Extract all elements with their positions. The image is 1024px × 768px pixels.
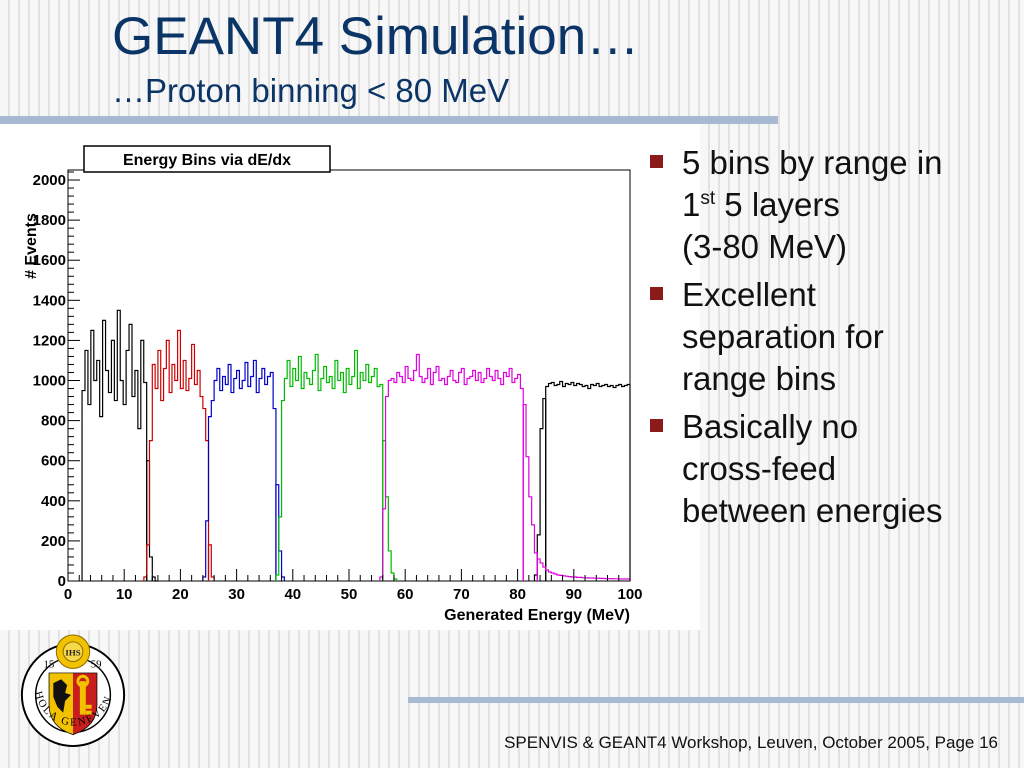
- svg-text:15: 15: [44, 658, 55, 670]
- slide-footer: SPENVIS & GEANT4 Workshop, Leuven, Octob…: [504, 733, 998, 752]
- histogram-step-line: [151, 576, 158, 582]
- histogram-step-line: [536, 558, 631, 581]
- histogram-series: [275, 349, 398, 581]
- bullet-item: Excellent separation for range bins: [642, 274, 1012, 400]
- y-tick-label: 1800: [33, 212, 66, 229]
- bullet-text: cross-feed: [682, 450, 837, 487]
- histogram-step-line: [522, 403, 538, 581]
- x-tick-label: 40: [284, 586, 301, 603]
- x-tick-label: 70: [453, 586, 470, 603]
- x-axis-label: Generated Energy (MeV): [444, 607, 630, 624]
- bullet-list: 5 bins by range in 1st 5 layers (3-80 MeV)…: [642, 142, 1012, 538]
- histogram-step-line: [275, 349, 384, 581]
- x-tick-label: 90: [565, 586, 582, 603]
- y-tick-label: 200: [41, 533, 66, 550]
- bullet-item: Basically no cross-feed between energies: [642, 406, 1012, 532]
- sun-icon: IHS: [55, 634, 91, 669]
- histogram-step-line: [81, 309, 148, 581]
- histogram-step-line: [143, 329, 210, 581]
- y-tick-label: 2000: [33, 172, 66, 189]
- bullet-text: between energies: [682, 492, 943, 529]
- university-seal-logo: IHS 15 59 SCHOLA GENEVENSIS: [14, 632, 126, 748]
- title-divider: [0, 116, 778, 124]
- svg-text:59: 59: [91, 658, 102, 670]
- y-tick-label: 1400: [33, 292, 66, 309]
- histogram-series: [143, 329, 215, 581]
- y-tick-label: 800: [41, 413, 66, 430]
- histogram-series: [379, 353, 631, 581]
- x-tick-label: 60: [397, 586, 414, 603]
- bullet-square-icon: [650, 155, 663, 168]
- histogram-step-line: [382, 440, 398, 581]
- svg-text:IHS: IHS: [65, 648, 80, 658]
- histogram-chart: 0 10 20 30 40 50 60 70 80 90 100020040060080010001…: [23, 145, 643, 624]
- histogram-step-line: [275, 484, 285, 581]
- bullet-item: 5 bins by range in 1st 5 layers (3-80 MeV): [642, 142, 1012, 268]
- bullet-text: 1st 5 layers: [682, 186, 840, 223]
- y-tick-label: 600: [41, 453, 66, 470]
- y-tick-label: 1200: [33, 332, 66, 349]
- bullet-text: 5 bins by range in: [682, 144, 943, 181]
- histogram-step-line: [379, 353, 524, 581]
- histogram-step-line: [545, 380, 631, 581]
- bullet-text: Excellent: [682, 276, 816, 313]
- histogram-step-line: [207, 544, 215, 581]
- slide-title: GEANT4 Simulation…: [112, 7, 640, 66]
- y-tick-label: 1600: [33, 252, 66, 269]
- bullet-text: range bins: [682, 360, 837, 397]
- bullet-square-icon: [650, 287, 663, 300]
- chart-title: Energy Bins via dE/dx: [123, 152, 291, 169]
- x-tick-label: 100: [617, 586, 642, 603]
- x-tick-label: 20: [172, 586, 189, 603]
- bullet-text: (3-80 MeV): [682, 228, 848, 265]
- footer-divider: [408, 697, 1024, 703]
- x-tick-label: 50: [341, 586, 358, 603]
- slide-subtitle: …Proton binning < 80 MeV: [112, 72, 510, 109]
- x-tick-label: 10: [116, 586, 133, 603]
- x-tick-label: 80: [509, 586, 526, 603]
- chart-panel: 0 10 20 30 40 50 60 70 80 90 100 0 200 400 600 800 1000 1…: [0, 124, 700, 630]
- y-tick-label: 400: [41, 493, 66, 510]
- y-axis-label: # Events: [23, 213, 40, 279]
- bullet-text: Basically no: [682, 408, 859, 445]
- x-tick-label: 30: [228, 586, 245, 603]
- eagle-key-shield-icon: [48, 672, 98, 736]
- y-tick-label: 0: [58, 573, 66, 590]
- x-tick-label: 0: [64, 586, 72, 603]
- chart-title-box: Energy Bins via dE/dx: [83, 145, 331, 173]
- histogram-series: [81, 309, 631, 582]
- histogram-step-line: [202, 359, 277, 581]
- histogram-step-line: [533, 397, 547, 581]
- bullet-text: separation for: [682, 318, 884, 355]
- y-tick-label: 1000: [33, 373, 66, 390]
- histogram-series: [202, 359, 285, 581]
- bullet-square-icon: [650, 419, 663, 432]
- ordinal-suffix: st: [700, 188, 716, 209]
